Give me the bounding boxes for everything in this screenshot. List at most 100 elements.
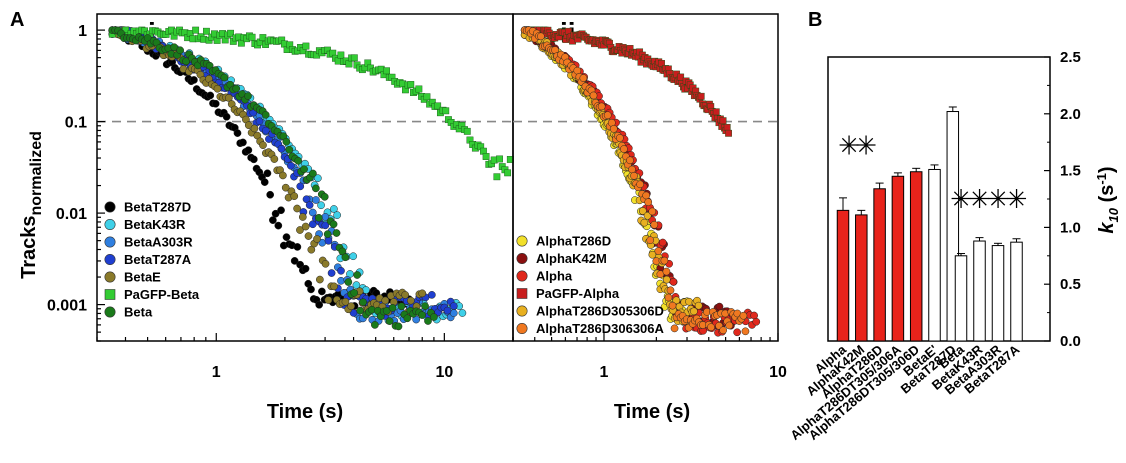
series-betak43r <box>108 26 467 325</box>
y-tick-label-b-2-0: 2.0 <box>1060 106 1081 123</box>
data-point <box>504 169 512 177</box>
data-point <box>670 324 679 333</box>
data-point <box>725 321 734 330</box>
series-points-ii <box>513 26 778 337</box>
data-point <box>638 207 647 215</box>
legend-marker-pagfp-beta <box>104 289 116 300</box>
data-point <box>423 93 431 101</box>
data-point <box>287 161 295 170</box>
data-point <box>344 278 353 286</box>
data-point <box>347 302 355 311</box>
data-point <box>233 129 242 137</box>
data-point <box>434 102 442 110</box>
data-point <box>449 302 458 310</box>
data-point <box>301 222 310 231</box>
data-point <box>636 180 644 189</box>
data-point <box>315 300 324 309</box>
data-point <box>430 313 438 321</box>
data-point <box>329 220 338 229</box>
data-point <box>626 156 634 165</box>
significance-star: ✳ <box>969 184 991 214</box>
data-point <box>277 206 285 215</box>
legend-label-betae: BetaE <box>124 270 161 285</box>
data-point <box>609 125 618 133</box>
data-point <box>352 281 361 289</box>
bars <box>836 106 1023 342</box>
x-tick-label-10: 10 <box>769 364 787 381</box>
data-point <box>271 209 280 218</box>
y-axis-title-b: k10 (s-1) <box>1094 166 1121 233</box>
data-point <box>616 134 624 142</box>
data-point <box>301 264 310 273</box>
data-point <box>707 323 715 332</box>
data-point <box>349 252 358 261</box>
data-point <box>290 192 299 201</box>
data-point <box>203 27 210 35</box>
legend-marker-betae <box>104 271 116 283</box>
data-point <box>603 111 612 120</box>
y-axis-title-b-sup: -1 <box>1094 173 1109 185</box>
data-point <box>222 112 231 121</box>
data-point <box>255 117 264 126</box>
y-tick-label-0-01: 0.01 <box>56 206 87 223</box>
series-pagfp-beta <box>108 26 514 181</box>
data-point <box>296 226 304 234</box>
bar-alphat286d <box>873 188 886 342</box>
data-point <box>314 213 323 222</box>
data-point <box>463 127 471 135</box>
legend-label-alpha: Alpha <box>536 269 573 284</box>
data-point <box>176 46 184 55</box>
data-point <box>305 201 314 209</box>
y-axis-title-main: Tracks <box>18 216 40 279</box>
y-tick-label-1: 1 <box>78 23 87 40</box>
data-point <box>662 267 671 276</box>
x-axis-title-ii: Time (s) <box>614 401 690 423</box>
data-point <box>250 124 259 133</box>
legend-marker-betak43r <box>104 219 116 231</box>
legend-ii: AlphaT286D AlphaK42M Alpha PaGFP-Alpha Alpha… <box>516 234 665 336</box>
data-point <box>350 54 358 62</box>
legend-marker-alphat286d <box>516 235 528 247</box>
data-point <box>356 306 364 315</box>
series-points-i <box>97 26 514 331</box>
legend-marker-alphak42m <box>516 253 528 265</box>
data-point <box>385 317 394 325</box>
y-axis-title-b-unit-close: ) <box>1096 166 1118 173</box>
data-point <box>403 314 412 323</box>
data-point <box>443 306 452 315</box>
data-point <box>697 92 705 100</box>
y-tick-label-0-001: 0.001 <box>47 298 87 315</box>
bar-betat287a <box>1010 241 1023 342</box>
series-beta <box>108 26 438 331</box>
significance-star: ✳ <box>950 184 972 214</box>
data-point <box>640 218 649 227</box>
data-point <box>327 269 336 277</box>
data-point <box>658 238 667 247</box>
data-point <box>332 229 341 237</box>
data-point <box>312 184 320 193</box>
data-point <box>739 311 748 320</box>
panel-label-a: A <box>10 9 24 31</box>
data-point <box>279 171 287 180</box>
data-point <box>282 137 291 146</box>
data-point <box>318 287 326 296</box>
data-point <box>274 221 283 230</box>
legend-label-alphak42m: AlphaK42M <box>536 251 607 266</box>
legend-label-alphat286d: AlphaT286D <box>536 234 611 249</box>
data-point <box>345 60 353 68</box>
data-point <box>394 322 403 331</box>
data-point <box>733 328 741 337</box>
data-point <box>220 73 229 82</box>
data-point <box>290 257 299 265</box>
data-point <box>690 307 698 316</box>
y-tick-label-b-1-0: 1.0 <box>1060 219 1081 236</box>
data-point <box>239 138 247 147</box>
data-point <box>650 220 659 229</box>
series-alphat286d306306a <box>520 26 750 336</box>
data-point <box>741 327 750 336</box>
data-point <box>723 123 731 131</box>
data-point <box>269 216 277 224</box>
data-point <box>270 155 279 163</box>
data-point <box>244 146 253 155</box>
